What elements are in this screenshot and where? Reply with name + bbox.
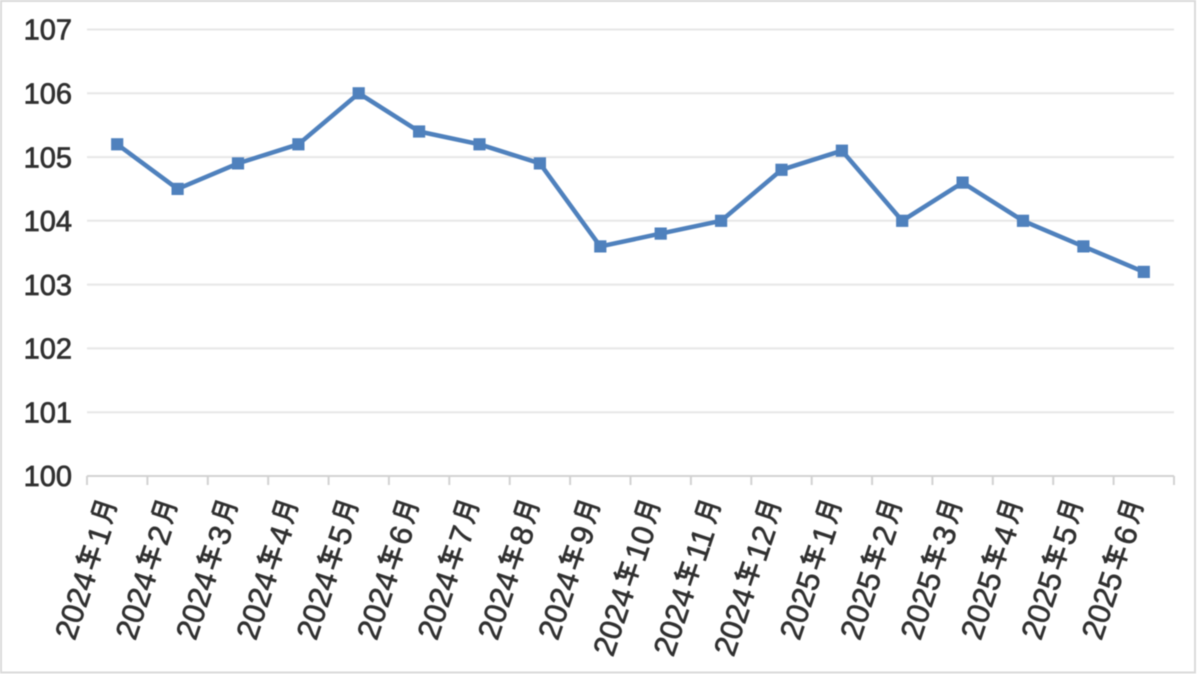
svg-text:104: 104 [24, 206, 72, 238]
svg-text:107: 107 [24, 15, 72, 47]
svg-text:2025: 2025 [833, 567, 888, 644]
svg-text:106: 106 [24, 79, 72, 111]
svg-text:102: 102 [24, 334, 72, 366]
svg-text:101: 101 [24, 397, 72, 429]
svg-text:103: 103 [24, 270, 72, 302]
svg-text:105: 105 [24, 142, 72, 174]
svg-text:100: 100 [24, 461, 72, 493]
